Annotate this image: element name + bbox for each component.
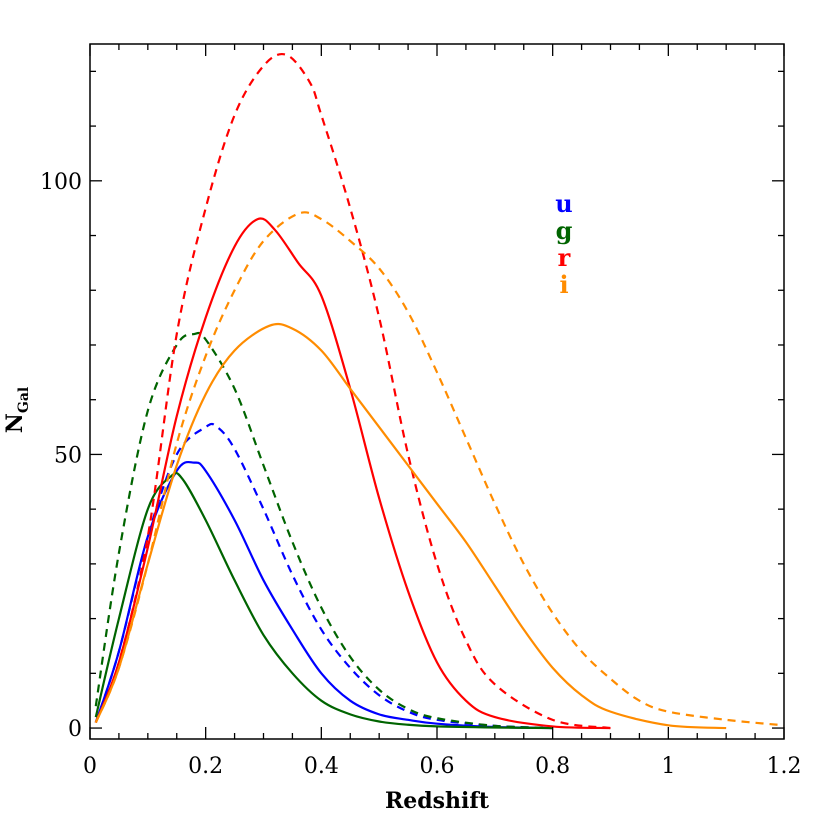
x-tick-label: 1.2 [767,754,802,779]
series-line-i-solid [94,322,727,730]
x-tick-label: 0.8 [535,754,570,779]
y-axis-title-sub: Gal [16,387,32,413]
series-line-r-solid [94,217,611,730]
y-tick-label: 50 [54,443,82,468]
series-line-r-dashed [94,52,611,730]
x-tick-label: 0.6 [420,754,455,779]
series-line-u-dashed [94,422,553,730]
tick-layer [89,44,785,739]
y-axis-title-main: N [2,413,28,433]
series-line-i-dashed [94,211,785,727]
y-axis-title: NGal [2,387,32,433]
y-tick-label: 0 [68,717,82,742]
series-layer [94,52,785,730]
legend-entry-i: i [559,270,568,299]
legend-entry-r: r [558,243,571,272]
y-tick-label: 100 [40,170,82,195]
label-layer: 0 0.2 0.4 0.6 0.8 1 1.2 0 50 100 [40,170,802,779]
x-tick-label: 0 [83,754,97,779]
plot-frame [89,43,785,740]
x-tick-label: 1 [661,754,675,779]
series-line-g-dashed [94,331,553,730]
x-axis-title: Redshift [385,788,490,814]
legend-entry-g: g [556,216,573,245]
legend-entry-u: u [555,189,572,218]
series-line-g-solid [94,471,553,730]
x-tick-label: 0.4 [304,754,339,779]
x-tick-label: 0.2 [188,754,223,779]
svg-text:NGal: NGal [2,387,32,433]
